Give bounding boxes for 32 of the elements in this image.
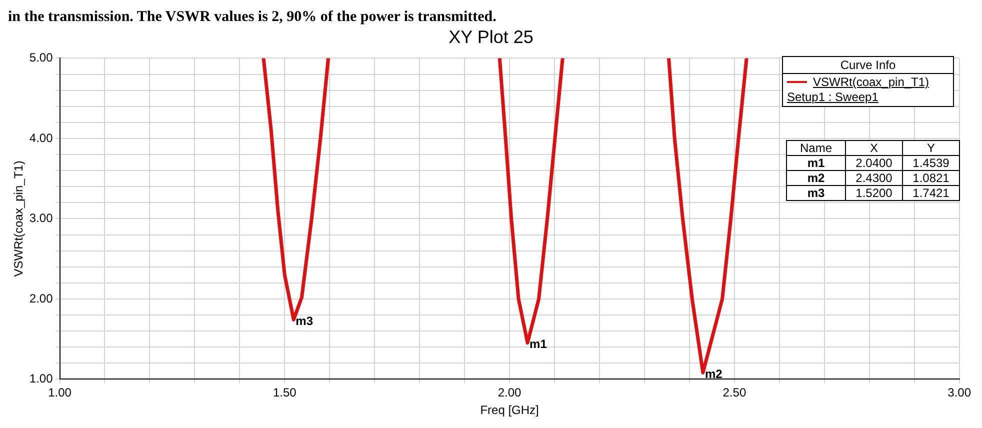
legend-title: Curve Info [839, 57, 897, 73]
annotation: 1.7421 [902, 186, 960, 200]
y-tick-label: 5.00 [29, 50, 54, 65]
x-tick-label: 1.50 [272, 386, 297, 400]
legend-label: VSWRt(coax_pin_T1) [813, 75, 930, 89]
annotation: Setup1 : Sweep1 [786, 90, 880, 106]
y-tick-label: 1.00 [29, 372, 54, 386]
annotation: m1 [786, 156, 846, 170]
annotation: m2 [786, 170, 846, 186]
annotation: m1 [530, 337, 548, 352]
annotation: Name [786, 140, 846, 156]
y-tick-label: 4.00 [29, 130, 54, 145]
y-tick-label: 3.00 [29, 211, 54, 226]
x-axis-title: Freq [GHz] [480, 403, 539, 418]
x-tick-label: 3.00 [948, 386, 972, 400]
annotation: Y [902, 140, 960, 156]
annotation: 2.0400 [846, 156, 902, 170]
chart-title: XY Plot 25 [448, 26, 534, 48]
annotation: m3 [296, 314, 314, 328]
annotation: m3 [786, 186, 846, 200]
annotation: m2 [704, 366, 723, 381]
y-tick-label: 2.00 [29, 291, 54, 306]
x-tick-label: 1.00 [48, 386, 72, 400]
annotation: 2.4300 [846, 170, 902, 186]
x-tick-label: 2.50 [722, 386, 746, 400]
annotation: 1.0821 [902, 170, 960, 186]
y-axis-title: VSWRt(coax_pin_T1) [12, 160, 26, 277]
x-tick-label: 2.00 [498, 386, 522, 400]
annotation: 1.5200 [846, 186, 902, 200]
annotation: 1.4539 [902, 156, 960, 170]
text: in the transmission. The VSWR values is 2, 90% of the power is transmitted. [8, 8, 498, 26]
annotation: X [846, 140, 902, 156]
